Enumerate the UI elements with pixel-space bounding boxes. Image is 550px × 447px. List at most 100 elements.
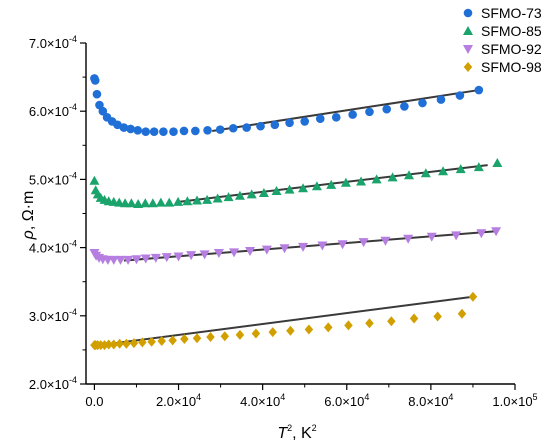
data-point-sfmo-98 bbox=[468, 291, 478, 302]
data-point-sfmo-73 bbox=[149, 127, 159, 136]
data-point-sfmo-85 bbox=[202, 194, 213, 204]
data-point-sfmo-85 bbox=[147, 198, 158, 208]
data-point-sfmo-92 bbox=[426, 232, 437, 242]
data-point-sfmo-85 bbox=[258, 188, 269, 198]
data-point-sfmo-92 bbox=[229, 248, 240, 258]
legend-label-sfmo-73: SFMO-73 bbox=[481, 5, 542, 21]
data-point-sfmo-73 bbox=[331, 113, 341, 122]
data-point-sfmo-73 bbox=[285, 118, 294, 128]
data-point-sfmo-92 bbox=[337, 240, 348, 250]
data-point-sfmo-98 bbox=[304, 324, 314, 335]
series-sfmo-85 bbox=[89, 158, 503, 208]
data-point-sfmo-85 bbox=[223, 192, 234, 202]
data-point-sfmo-98 bbox=[344, 320, 353, 331]
data-point-sfmo-92 bbox=[131, 255, 142, 265]
y-tick-label: 2.0×10-4 bbox=[29, 375, 77, 392]
data-point-sfmo-73 bbox=[215, 125, 225, 134]
data-point-sfmo-98 bbox=[365, 318, 374, 329]
data-point-sfmo-98 bbox=[138, 337, 147, 348]
data-point-sfmo-92 bbox=[150, 253, 161, 263]
data-point-sfmo-73 bbox=[133, 125, 143, 135]
data-point-sfmo-98 bbox=[192, 333, 202, 344]
data-point-sfmo-73 bbox=[348, 110, 357, 119]
data-point-sfmo-98 bbox=[206, 331, 215, 342]
data-point-sfmo-73 bbox=[418, 98, 427, 108]
data-point-sfmo-92 bbox=[476, 229, 487, 239]
data-point-sfmo-92 bbox=[298, 242, 309, 252]
data-point-sfmo-73 bbox=[98, 106, 108, 116]
data-point-sfmo-98 bbox=[235, 329, 245, 340]
legend-marker-sfmo-98 bbox=[463, 62, 473, 72]
data-point-sfmo-98 bbox=[387, 316, 396, 327]
data-point-sfmo-92 bbox=[451, 231, 462, 241]
data-point-sfmo-85 bbox=[473, 162, 484, 172]
legend-marker-sfmo-92 bbox=[463, 45, 473, 54]
data-point-sfmo-85 bbox=[114, 197, 125, 207]
data-point-sfmo-85 bbox=[387, 172, 398, 182]
data-point-sfmo-98 bbox=[433, 311, 442, 322]
data-point-sfmo-85 bbox=[126, 198, 137, 208]
legend-label-sfmo-85: SFMO-85 bbox=[481, 23, 542, 39]
data-point-sfmo-73 bbox=[256, 121, 265, 131]
fit-line-sfmo-98 bbox=[94, 295, 474, 347]
data-point-sfmo-98 bbox=[251, 328, 261, 339]
data-point-sfmo-98 bbox=[409, 313, 419, 324]
data-point-sfmo-73 bbox=[90, 76, 100, 85]
series-sfmo-98 bbox=[90, 291, 478, 351]
data-point-sfmo-73 bbox=[365, 107, 374, 117]
data-point-sfmo-85 bbox=[271, 185, 282, 195]
data-point-sfmo-73 bbox=[270, 120, 280, 130]
data-point-sfmo-73 bbox=[474, 85, 484, 95]
data-point-sfmo-98 bbox=[104, 339, 113, 350]
x-tick-label: 6.0×104 bbox=[324, 392, 369, 409]
data-point-sfmo-85 bbox=[140, 198, 151, 208]
data-point-sfmo-73 bbox=[382, 104, 392, 114]
data-point-sfmo-98 bbox=[147, 336, 156, 347]
data-point-sfmo-85 bbox=[340, 177, 351, 187]
data-point-sfmo-92 bbox=[123, 255, 134, 265]
data-point-sfmo-73 bbox=[119, 123, 129, 132]
legend-label-sfmo-92: SFMO-92 bbox=[481, 41, 542, 57]
data-point-sfmo-85 bbox=[492, 158, 503, 168]
x-axis-title: T2, K2 bbox=[277, 423, 316, 442]
y-tick-label: 6.0×10-4 bbox=[29, 102, 77, 119]
data-point-sfmo-73 bbox=[315, 114, 325, 124]
data-point-sfmo-85 bbox=[420, 168, 431, 178]
data-point-sfmo-73 bbox=[126, 124, 135, 134]
data-point-sfmo-85 bbox=[182, 196, 193, 206]
data-point-sfmo-85 bbox=[212, 193, 223, 203]
data-point-sfmo-85 bbox=[89, 175, 100, 185]
data-point-sfmo-92 bbox=[358, 238, 369, 248]
data-point-sfmo-85 bbox=[133, 198, 144, 208]
data-point-sfmo-92 bbox=[199, 250, 210, 260]
data-point-sfmo-92 bbox=[161, 253, 172, 263]
y-tick-label: 3.0×10-4 bbox=[29, 307, 77, 324]
x-axis-ticks: 0.0 2.0×104 4.0×104 6.0×104 8.0×104 1.0×105 bbox=[85, 384, 538, 409]
data-point-sfmo-85 bbox=[356, 176, 367, 186]
data-point-sfmo-85 bbox=[455, 164, 466, 174]
data-point-sfmo-85 bbox=[155, 197, 166, 207]
data-point-sfmo-98 bbox=[286, 325, 295, 336]
data-point-sfmo-92 bbox=[213, 249, 224, 259]
data-point-sfmo-92 bbox=[491, 227, 502, 237]
y-axis-ticks: 2.0×10-4 3.0×10-4 4.0×10-4 5.0×10-4 6.0×10-4… bbox=[29, 34, 86, 392]
data-point-sfmo-73 bbox=[400, 102, 409, 111]
legend-marker-sfmo-85 bbox=[463, 26, 473, 35]
data-point-sfmo-73 bbox=[191, 126, 200, 136]
data-point-sfmo-73 bbox=[179, 126, 189, 136]
data-point-sfmo-92 bbox=[108, 255, 119, 265]
data-point-sfmo-92 bbox=[173, 252, 184, 262]
data-point-sfmo-85 bbox=[173, 196, 184, 206]
data-point-sfmo-98 bbox=[129, 338, 139, 349]
legend: SFMO-73 SFMO-85 SFMO-92 SFMO-98 bbox=[463, 5, 542, 75]
data-point-sfmo-98 bbox=[109, 339, 119, 350]
fit-line-sfmo-73 bbox=[212, 89, 479, 132]
data-point-sfmo-92 bbox=[261, 245, 272, 255]
data-point-sfmo-73 bbox=[92, 89, 102, 99]
y-tick-label: 4.0×10-4 bbox=[29, 239, 77, 256]
data-point-sfmo-73 bbox=[455, 91, 465, 100]
data-point-sfmo-92 bbox=[317, 241, 328, 251]
data-point-sfmo-98 bbox=[168, 335, 177, 346]
x-tick-label: 4.0×104 bbox=[240, 392, 285, 409]
y-tick-label: 7.0×10-4 bbox=[29, 34, 77, 51]
